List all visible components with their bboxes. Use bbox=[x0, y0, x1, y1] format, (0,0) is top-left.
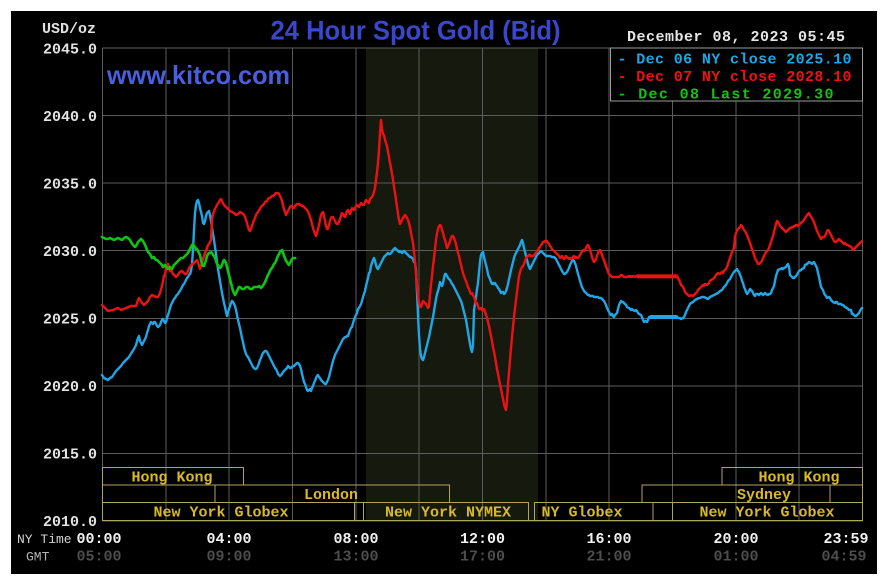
svg-text:Sydney: Sydney bbox=[737, 487, 791, 504]
svg-text:New York Globex: New York Globex bbox=[153, 505, 288, 522]
svg-text:12:00: 12:00 bbox=[460, 531, 505, 548]
svg-text:London: London bbox=[304, 487, 358, 504]
svg-text:- Dec 06 NY close 2025.10: - Dec 06 NY close 2025.10 bbox=[618, 52, 852, 69]
svg-text:Hong Kong: Hong Kong bbox=[131, 470, 212, 487]
svg-text:New York NYMEX: New York NYMEX bbox=[385, 505, 511, 522]
svg-text:20:00: 20:00 bbox=[713, 531, 758, 548]
svg-text:USD/oz: USD/oz bbox=[42, 21, 96, 38]
svg-text:2040.0: 2040.0 bbox=[43, 109, 97, 126]
svg-text:2045.0: 2045.0 bbox=[43, 42, 97, 59]
svg-text:05:00: 05:00 bbox=[76, 549, 121, 566]
svg-text:00:00: 00:00 bbox=[76, 531, 121, 548]
svg-text:2010.0: 2010.0 bbox=[43, 514, 97, 531]
svg-text:04:00: 04:00 bbox=[206, 531, 251, 548]
svg-text:01:00: 01:00 bbox=[713, 549, 758, 566]
svg-text:24 Hour Spot Gold (Bid): 24 Hour Spot Gold (Bid) bbox=[271, 16, 561, 46]
svg-text:NY Globex: NY Globex bbox=[541, 505, 622, 522]
svg-text:23:59: 23:59 bbox=[823, 531, 868, 548]
svg-text:13:00: 13:00 bbox=[333, 549, 378, 566]
svg-text:NY Time: NY Time bbox=[17, 532, 72, 547]
svg-text:2030.0: 2030.0 bbox=[43, 244, 97, 261]
svg-text:21:00: 21:00 bbox=[586, 549, 631, 566]
svg-text:Hong Kong: Hong Kong bbox=[758, 470, 839, 487]
svg-text:2035.0: 2035.0 bbox=[43, 177, 97, 194]
svg-text:2015.0: 2015.0 bbox=[43, 447, 97, 464]
svg-text:- Dec 07 NY close 2028.10: - Dec 07 NY close 2028.10 bbox=[618, 69, 852, 86]
svg-text:2020.0: 2020.0 bbox=[43, 379, 97, 396]
svg-text:04:59: 04:59 bbox=[821, 549, 866, 566]
svg-text:08:00: 08:00 bbox=[333, 531, 378, 548]
svg-text:- Dec 08 Last 2029.30: - Dec 08 Last 2029.30 bbox=[618, 87, 834, 104]
svg-text:2025.0: 2025.0 bbox=[43, 312, 97, 329]
svg-text:09:00: 09:00 bbox=[206, 549, 251, 566]
svg-text:17:00: 17:00 bbox=[460, 549, 505, 566]
svg-text:GMT: GMT bbox=[26, 550, 50, 565]
svg-text:www.kitco.com: www.kitco.com bbox=[106, 60, 290, 90]
svg-text:December 08, 2023 05:45: December 08, 2023 05:45 bbox=[627, 29, 845, 46]
svg-text:16:00: 16:00 bbox=[586, 531, 631, 548]
svg-text:New York Globex: New York Globex bbox=[699, 505, 834, 522]
